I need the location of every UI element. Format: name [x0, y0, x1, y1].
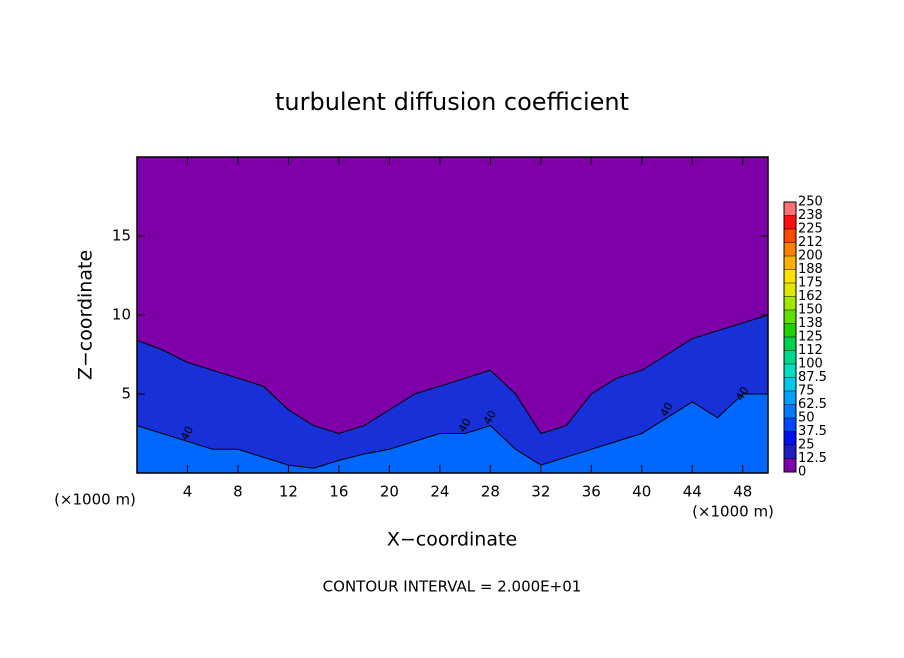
colorbar-swatch	[784, 337, 796, 351]
colorbar-label: 175	[798, 276, 823, 291]
colorbar-swatch	[784, 431, 796, 445]
colorbar-swatch	[784, 445, 796, 459]
y-axis-label: Z−coordinate	[75, 250, 97, 380]
x-unit: (×1000 m)	[692, 503, 774, 521]
colorbar-label: 188	[798, 262, 823, 277]
colorbar-swatch	[784, 391, 796, 405]
x-tick-label: 40	[632, 483, 651, 501]
y-tick-label: 5	[121, 385, 131, 403]
colorbar-swatch	[784, 256, 796, 270]
contour-label: 40	[657, 400, 675, 419]
colorbar-label: 87.5	[798, 370, 827, 385]
colorbar-label: 0	[798, 465, 806, 480]
colorbar-label: 37.5	[798, 424, 827, 439]
x-tick-label: 8	[233, 483, 243, 501]
colorbar-swatch	[784, 364, 796, 378]
colorbar-swatch	[784, 377, 796, 391]
colorbar-label: 225	[798, 222, 823, 237]
colorbar-label: 200	[798, 249, 823, 264]
colorbar-swatch	[784, 269, 796, 283]
footer: CONTOUR INTERVAL = 2.000E+01	[323, 578, 582, 596]
colorbar-label: 12.5	[798, 451, 827, 466]
x-tick-label: 16	[329, 483, 348, 501]
colorbar-swatch	[784, 418, 796, 432]
colorbar-label: 212	[798, 235, 823, 250]
x-tick-label: 4	[183, 483, 193, 501]
x-tick-label: 20	[380, 483, 399, 501]
colorbar-label: 238	[798, 208, 823, 223]
y-tick-label: 15	[112, 227, 131, 245]
contour-label: 40	[178, 424, 196, 443]
colorbar-swatch	[784, 296, 796, 310]
colorbar-label: 138	[798, 316, 823, 331]
x-tick-label: 12	[279, 483, 298, 501]
x-tick-label: 28	[481, 483, 500, 501]
colorbar-label: 75	[798, 384, 815, 399]
colorbar-label: 62.5	[798, 397, 827, 412]
colorbar-label: 100	[798, 357, 823, 372]
colorbar-swatch	[784, 350, 796, 364]
colorbar-label: 50	[798, 411, 815, 426]
colorbar-swatch	[784, 229, 796, 243]
colorbar-label: 125	[798, 330, 823, 345]
colorbar-swatch	[784, 202, 796, 216]
colorbar-label: 25	[798, 438, 815, 453]
field-region	[136, 314, 769, 474]
colorbar-label: 150	[798, 303, 823, 318]
chart-title: turbulent diffusion coefficient	[275, 88, 629, 116]
x-axis-label: X−coordinate	[387, 529, 517, 551]
contour-label: 40	[481, 408, 499, 427]
contour-label: 40	[733, 384, 751, 403]
x-tick-label: 32	[531, 483, 550, 501]
field-region	[136, 393, 769, 474]
colorbar-label: 112	[798, 343, 823, 358]
colorbar-swatch	[784, 458, 796, 472]
colorbar-swatch	[784, 242, 796, 256]
x-tick-label: 36	[582, 483, 601, 501]
contour-label: 40	[456, 416, 474, 435]
colorbar-swatch	[784, 215, 796, 229]
x-tick-label: 24	[430, 483, 449, 501]
colorbar-label: 250	[798, 195, 823, 210]
colorbar-swatch	[784, 323, 796, 337]
colorbar-swatch	[784, 404, 796, 418]
x-tick-label: 44	[683, 483, 702, 501]
x-unit: (×1000 m)	[54, 491, 136, 509]
y-tick-label: 10	[112, 306, 131, 324]
colorbar-label: 162	[798, 289, 823, 304]
colorbar-swatch	[784, 283, 796, 297]
colorbar-swatch	[784, 310, 796, 324]
x-tick-label: 48	[733, 483, 752, 501]
